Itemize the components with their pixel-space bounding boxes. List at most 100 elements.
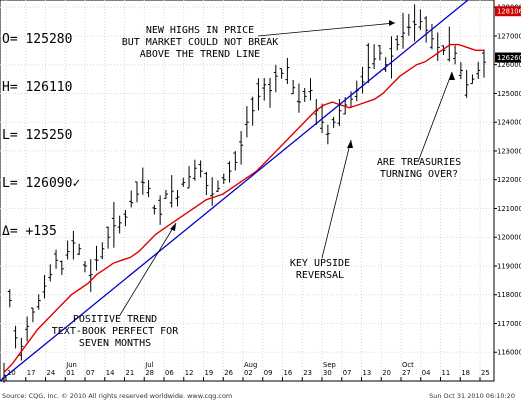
footer-source: Source: CQG, Inc. © 2010 All rights rese… bbox=[2, 392, 233, 400]
price-bar bbox=[30, 307, 35, 323]
x-tick-label: 04 bbox=[422, 369, 431, 377]
arrowhead-treasuries bbox=[449, 72, 455, 80]
price-bar bbox=[146, 180, 151, 198]
month-label: Sep bbox=[323, 361, 336, 369]
arrowhead-key-reversal bbox=[347, 140, 353, 148]
price-bar bbox=[221, 173, 226, 184]
price-bar bbox=[198, 160, 203, 178]
price-bar bbox=[239, 131, 244, 165]
price-bar bbox=[458, 62, 463, 80]
x-tick-label: 11 bbox=[442, 369, 451, 377]
y-tick-label: 118000 bbox=[497, 291, 521, 299]
y-tick-label: 119000 bbox=[497, 262, 521, 270]
y-axis: 116000 117000 118000 119000 120000 121000 1220… bbox=[494, 4, 521, 357]
x-tick-label: 07 bbox=[343, 369, 352, 377]
y-tick-label: 127000 bbox=[497, 32, 521, 40]
y-tick-label: 125000 bbox=[497, 90, 521, 98]
y-tick-label: 126000 bbox=[497, 61, 521, 69]
price-bar bbox=[163, 189, 168, 199]
annotation-line: ABOVE THE TREND LINE bbox=[140, 49, 260, 60]
annotation-treasuries: ARE TREASURIES TURNING OVER? bbox=[377, 157, 461, 180]
price-bar bbox=[256, 78, 261, 111]
price-bar bbox=[71, 230, 76, 260]
price-bar bbox=[476, 61, 481, 79]
arrow-treasuries bbox=[417, 71, 453, 163]
x-tick-label: 16 bbox=[284, 369, 293, 377]
annotation-line: BUT MARKET COULD NOT BREAK bbox=[122, 37, 279, 48]
x-tick-label: 24 bbox=[47, 369, 56, 377]
price-bar bbox=[389, 36, 394, 79]
annotation-line: TEXT-BOOK PERFECT FOR bbox=[52, 326, 179, 337]
price-bar bbox=[429, 23, 434, 50]
price-bar bbox=[42, 274, 47, 299]
price-bar bbox=[7, 289, 12, 308]
high-value: H= 126110 bbox=[2, 80, 73, 95]
price-bar bbox=[192, 159, 197, 181]
annotation-line: SEVEN MONTHS bbox=[79, 338, 151, 349]
price-bar bbox=[129, 190, 134, 208]
x-tick-label: 25 bbox=[481, 369, 490, 377]
price-bar bbox=[464, 69, 469, 98]
price-bar bbox=[77, 243, 82, 256]
grid bbox=[0, 0, 494, 381]
x-axis: 10 17 24 01 07 14 21 28 06 12 19 26 02 09 16 23 30 07 13 20… bbox=[5, 361, 490, 381]
price-bar bbox=[325, 124, 330, 145]
annotation-line: REVERSAL bbox=[296, 270, 344, 281]
annotation-line: TURNING OVER? bbox=[380, 169, 458, 180]
price-bar bbox=[302, 87, 307, 102]
x-tick-label: 12 bbox=[185, 369, 194, 377]
x-tick-label: 21 bbox=[126, 369, 135, 377]
price-tag-box bbox=[495, 52, 521, 63]
x-tick-label: 07 bbox=[86, 369, 95, 377]
price-tag-label: 128106 bbox=[497, 8, 521, 16]
price-bar bbox=[210, 177, 215, 206]
month-label: Oct bbox=[402, 361, 414, 369]
annotation-arrows bbox=[119, 20, 455, 316]
price-bar bbox=[48, 264, 53, 282]
price-bar bbox=[111, 201, 116, 248]
price-bar bbox=[158, 195, 163, 225]
price-bar bbox=[401, 12, 406, 49]
x-tick-label: 10 bbox=[7, 369, 16, 377]
month-label: Jun bbox=[65, 361, 77, 369]
price-bar bbox=[215, 180, 220, 192]
price-bar bbox=[244, 106, 249, 138]
y-tick-label: 124000 bbox=[497, 119, 521, 127]
x-tick-label: 14 bbox=[106, 369, 115, 377]
price-bar bbox=[135, 181, 140, 203]
delta-value: Δ= +135 bbox=[2, 224, 57, 239]
price-bar bbox=[250, 96, 255, 126]
x-tick-label: 19 bbox=[205, 369, 214, 377]
price-bar bbox=[366, 43, 371, 84]
price-bar bbox=[453, 45, 458, 65]
x-tick-label: 18 bbox=[461, 369, 470, 377]
x-tick-label: 09 bbox=[264, 369, 273, 377]
price-bar bbox=[331, 116, 336, 128]
price-bar bbox=[204, 171, 209, 195]
price-bar bbox=[406, 13, 411, 36]
price-bar bbox=[88, 259, 93, 292]
price-bar bbox=[360, 66, 365, 94]
price-bar bbox=[13, 325, 18, 349]
price-bar bbox=[152, 204, 157, 215]
arrowhead-positive-trend bbox=[170, 223, 176, 231]
price-bar bbox=[169, 175, 174, 208]
price-bar bbox=[377, 45, 382, 61]
annotation-line: KEY UPSIDE bbox=[290, 258, 350, 269]
price-bar bbox=[262, 78, 267, 101]
x-tick-label: 26 bbox=[224, 369, 233, 377]
month-label: Aug bbox=[244, 361, 257, 369]
price-bar bbox=[482, 49, 486, 78]
price-bar bbox=[470, 74, 475, 85]
price-bar bbox=[117, 215, 122, 234]
price-bar bbox=[123, 210, 128, 227]
open-value: O= 125280 bbox=[2, 32, 73, 47]
annotation-key-reversal: KEY UPSIDE REVERSAL bbox=[290, 258, 350, 281]
y-tick-label: 121000 bbox=[497, 205, 521, 213]
price-bar bbox=[94, 245, 99, 271]
price-bar bbox=[227, 161, 232, 183]
y-tick-label: 116000 bbox=[497, 349, 521, 357]
x-tick-label: 02 bbox=[244, 369, 253, 377]
x-tick-label: 20 bbox=[382, 369, 391, 377]
